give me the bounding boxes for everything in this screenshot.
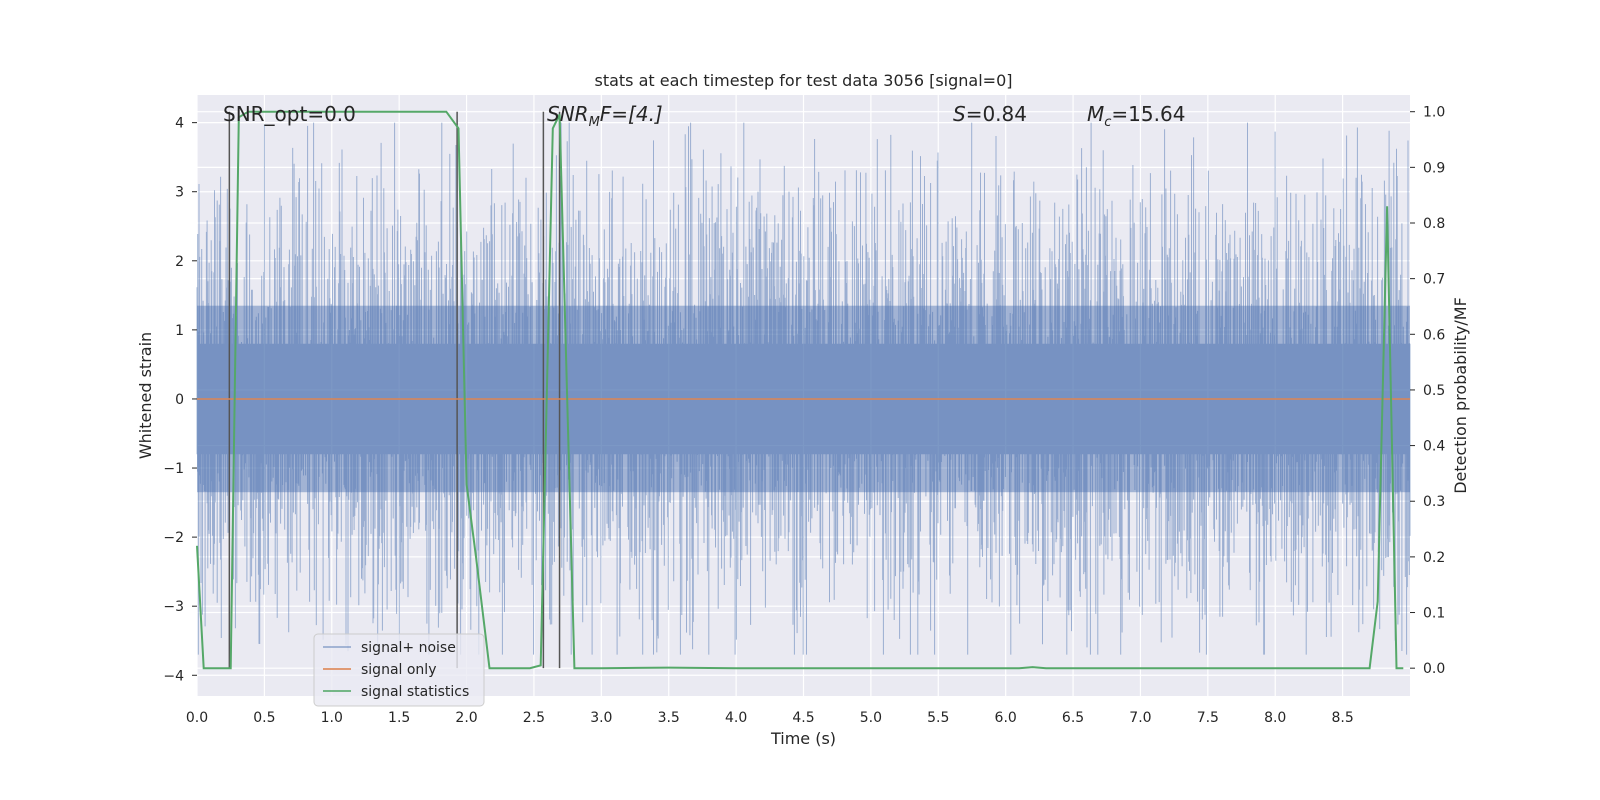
x-tick-label: 5.0	[860, 710, 882, 726]
x-tick-label: 1.5	[388, 710, 410, 726]
x-tick-label: 4.0	[725, 710, 747, 726]
chart-title: stats at each timestep for test data 305…	[594, 71, 1012, 90]
legend-entry: signal only	[361, 662, 436, 678]
y-axis-label: Whitened strain	[136, 332, 155, 459]
annotation-s-base: S	[953, 102, 966, 126]
legend-entry: signal+ noise	[361, 640, 456, 656]
x-axis-label: Time (s)	[770, 729, 836, 748]
y-tick-label: 3	[175, 185, 184, 201]
y-tick-label: 4	[175, 116, 184, 132]
y-axis-ticks: 4 3 2 1 0 −1 −2 −3 −4	[163, 116, 197, 684]
x-tick-label: 7.0	[1129, 710, 1151, 726]
y-tick-label: −3	[163, 599, 184, 615]
annotation-snr-mf-f: F=[4.]	[600, 102, 663, 126]
legend: signal+ noise signal only signal statistic…	[313, 633, 485, 707]
y2-tick-label: 0.6	[1423, 327, 1445, 343]
y-tick-label: −4	[163, 668, 184, 684]
y2-axis-ticks: 1.0 0.9 0.8 0.7 0.6 0.5 0.4 0.3 0.2 0.1 0.0	[1410, 105, 1445, 677]
annotation-snr-opt: SNR_opt=0.0	[223, 102, 356, 126]
x-tick-label: 7.5	[1197, 710, 1219, 726]
y-tick-label: 0	[175, 392, 184, 408]
y2-tick-label: 1.0	[1423, 105, 1445, 121]
x-tick-label: 8.0	[1264, 710, 1286, 726]
annotation-mc-base: M	[1087, 102, 1104, 126]
legend-entry: signal statistics	[361, 684, 469, 700]
annotation-mc-value: =15.64	[1111, 102, 1185, 126]
x-tick-label: 2.5	[523, 710, 545, 726]
annotation-s-value: =0.84	[966, 102, 1027, 126]
x-tick-label: 5.5	[927, 710, 949, 726]
y2-tick-label: 0.3	[1423, 494, 1445, 510]
y2-tick-label: 0.9	[1423, 160, 1445, 176]
y2-tick-label: 0.4	[1423, 439, 1445, 455]
y2-tick-label: 0.2	[1423, 550, 1445, 566]
vertical-markers	[228, 111, 561, 669]
x-tick-label: 3.5	[658, 710, 680, 726]
y2-tick-label: 0.5	[1423, 383, 1445, 399]
x-tick-label: 1.0	[321, 710, 343, 726]
annotation-snr-mf-base: SNR	[547, 102, 589, 126]
x-tick-label: 4.5	[792, 710, 814, 726]
y2-tick-label: 0.1	[1423, 606, 1445, 622]
y-tick-label: −1	[163, 461, 184, 477]
x-tick-label: 0.5	[253, 710, 275, 726]
y2-tick-label: 0.8	[1423, 216, 1445, 232]
y2-axis-label: Detection probability/MF	[1451, 297, 1470, 494]
x-axis-ticks: 0.0 0.5 1.0 1.5 2.0 2.5 3.0 3.5 4.0 4.5 5.0 5.5 6.0 6…	[186, 710, 1354, 726]
y2-tick-label: 0.7	[1423, 272, 1445, 288]
series-signal-statistics	[196, 110, 1404, 670]
x-tick-label: 6.0	[995, 710, 1017, 726]
y-tick-label: 1	[175, 323, 184, 339]
x-tick-label: 6.5	[1062, 710, 1084, 726]
x-tick-label: 8.5	[1331, 710, 1353, 726]
x-tick-label: 2.0	[455, 710, 477, 726]
annotation-snr-mf: SNRMF=[4.]	[547, 102, 663, 130]
legend-box	[313, 633, 485, 707]
x-tick-label: 3.0	[590, 710, 612, 726]
annotation-snr-mf-sub: M	[589, 115, 600, 130]
annotation-mc-sub: c	[1104, 115, 1111, 130]
y2-tick-label: 0.0	[1423, 661, 1445, 677]
x-tick-label: 0.0	[186, 710, 208, 726]
annotation-s: S=0.84	[953, 102, 1027, 126]
y-tick-label: 2	[175, 254, 184, 270]
annotation-mc: Mc=15.64	[1087, 102, 1185, 130]
y-tick-label: −2	[163, 530, 184, 546]
